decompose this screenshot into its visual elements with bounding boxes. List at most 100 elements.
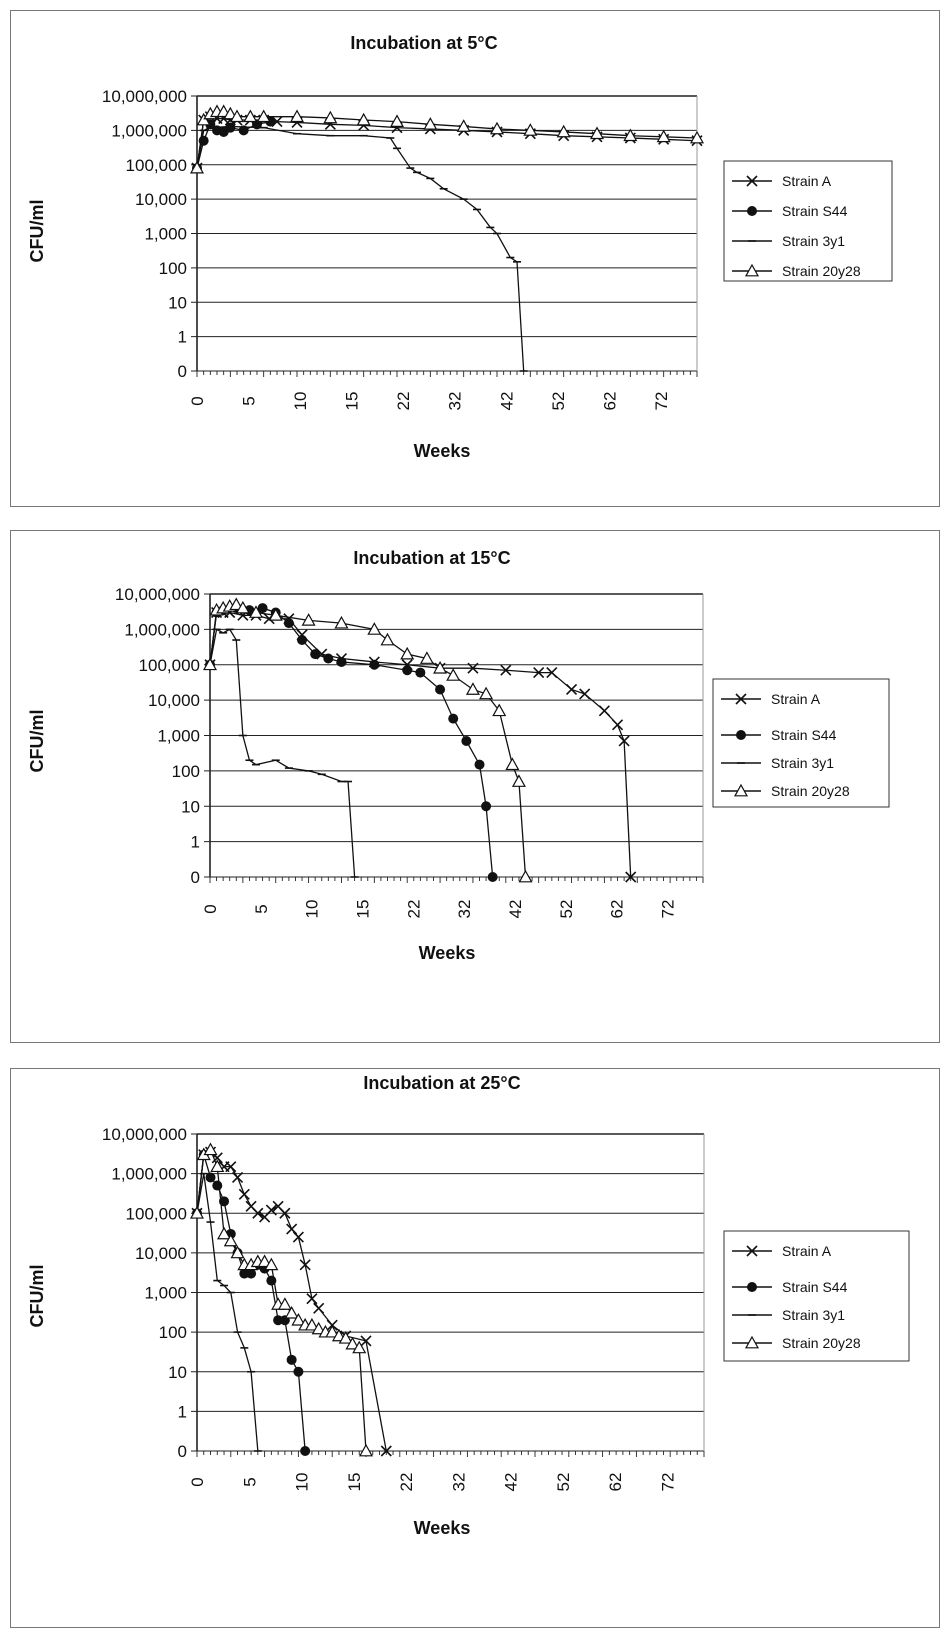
- x-tick-label: 5: [252, 904, 271, 913]
- data-point: [202, 657, 218, 671]
- data-point: [352, 1340, 367, 1354]
- y-tick-label: 0: [178, 1442, 187, 1461]
- y-tick-label: 100,000: [126, 1204, 187, 1223]
- data-point: [419, 651, 434, 664]
- data-point: [286, 1354, 297, 1365]
- chart-panel-15c: Incubation at 15°C 10,000,000 1,000,000 100…: [10, 530, 940, 1043]
- data-point: [461, 735, 472, 746]
- legend-marker: [733, 783, 749, 797]
- y-tick-label: 100,000: [126, 156, 187, 175]
- y-tick-label: 1,000,000: [111, 121, 187, 140]
- data-point: [369, 659, 380, 670]
- x-tick-label: 32: [449, 1473, 468, 1492]
- series-strain-a: [204, 606, 637, 883]
- x-tick-label: 10: [291, 392, 310, 411]
- data-point: [467, 662, 479, 674]
- series-line: [196, 1154, 306, 1452]
- data-point: [265, 1204, 277, 1216]
- data-point: [252, 1207, 264, 1219]
- data-point: [423, 117, 438, 130]
- legend-marker: [747, 206, 757, 216]
- series-line: [196, 125, 525, 372]
- data-point: [556, 124, 571, 138]
- legend-marker-symbol: [744, 263, 760, 277]
- data-point: [205, 1172, 216, 1183]
- series-strain-s44: [205, 603, 498, 882]
- legend-marker-symbol: [747, 1282, 757, 1292]
- data-point: [611, 719, 624, 731]
- y-tick-label: 1,000: [144, 1284, 187, 1303]
- data-point: [465, 682, 480, 695]
- data-point: [301, 613, 316, 626]
- data-point: [358, 1443, 374, 1457]
- x-tick-label: 32: [446, 392, 465, 411]
- legend-label: Strain 3y1: [771, 755, 834, 771]
- series-strain-a: [191, 1146, 392, 1457]
- legend-label: Strain 20y28: [771, 783, 850, 799]
- data-point: [334, 615, 349, 629]
- x-tick-label: 0: [188, 396, 207, 405]
- data-point: [402, 665, 413, 676]
- legend-marker-symbol: [746, 175, 758, 187]
- y-tick-label: 1: [178, 328, 187, 347]
- data-point: [505, 757, 520, 771]
- data-point: [356, 112, 371, 126]
- data-point: [223, 1233, 238, 1247]
- x-axis-label: Weeks: [414, 441, 471, 461]
- y-tick-label: 1: [178, 1402, 187, 1421]
- data-point: [257, 603, 268, 614]
- legend-label: Strain A: [771, 691, 821, 707]
- data-point: [257, 1254, 272, 1268]
- y-tick-label: 10,000,000: [102, 87, 187, 106]
- data-point: [289, 109, 305, 123]
- data-point: [264, 1257, 279, 1271]
- legend-marker-symbol: [747, 206, 757, 216]
- y-tick-label: 1: [191, 833, 200, 852]
- chart-panel-5c: Incubation at 5°C 10,000,000 1,000,000 100,…: [10, 10, 940, 507]
- data-point: [446, 668, 461, 681]
- y-tick-label: 100: [172, 762, 200, 781]
- legend-label: Strain S44: [782, 203, 848, 219]
- data-point: [230, 1245, 245, 1259]
- legend-label: Strain 3y1: [782, 233, 845, 249]
- series-strain-3y1: [193, 1172, 262, 1452]
- x-tick-label: 62: [608, 900, 627, 919]
- data-point: [189, 160, 205, 174]
- data-point: [238, 125, 249, 136]
- data-point: [474, 759, 485, 770]
- data-point: [248, 605, 264, 618]
- data-point: [325, 1324, 340, 1338]
- data-point: [279, 1207, 291, 1219]
- x-tick-label: 42: [502, 1473, 521, 1492]
- x-tick-label: 52: [549, 392, 568, 411]
- data-point: [500, 664, 512, 676]
- y-tick-label: 10,000: [135, 1244, 187, 1263]
- data-point: [345, 1336, 360, 1350]
- data-point: [277, 1297, 292, 1310]
- data-point: [481, 801, 492, 812]
- x-tick-label: 22: [397, 1473, 416, 1492]
- series-strain-20y28: [189, 1142, 374, 1457]
- legend-marker-symbol: [744, 1335, 760, 1349]
- x-tick-label: 52: [554, 1473, 573, 1492]
- chart-title: Incubation at 15°C: [353, 548, 510, 568]
- x-tick-label: 62: [600, 392, 619, 411]
- data-point: [336, 656, 347, 667]
- chart-25c: Incubation at 25°C10,000,0001,000,000100…: [27, 1073, 910, 1538]
- data-point: [306, 1293, 318, 1305]
- data-point: [598, 705, 610, 717]
- data-point: [435, 684, 446, 695]
- x-tick-label: 10: [293, 1473, 312, 1492]
- data-point: [246, 1268, 257, 1279]
- data-point: [400, 646, 415, 660]
- x-tick-label: 10: [303, 900, 322, 919]
- chart-panel-25c: Incubation at 25°C 10,000,000 1,000,000 100…: [10, 1068, 940, 1628]
- data-point: [299, 1259, 311, 1271]
- legend-marker-symbol: [746, 1245, 758, 1257]
- series-line: [209, 628, 356, 878]
- data-point: [293, 1366, 304, 1377]
- data-point: [656, 129, 671, 143]
- x-axis-label: Weeks: [419, 943, 476, 963]
- data-point: [618, 735, 630, 747]
- y-tick-label: 1,000: [144, 225, 187, 244]
